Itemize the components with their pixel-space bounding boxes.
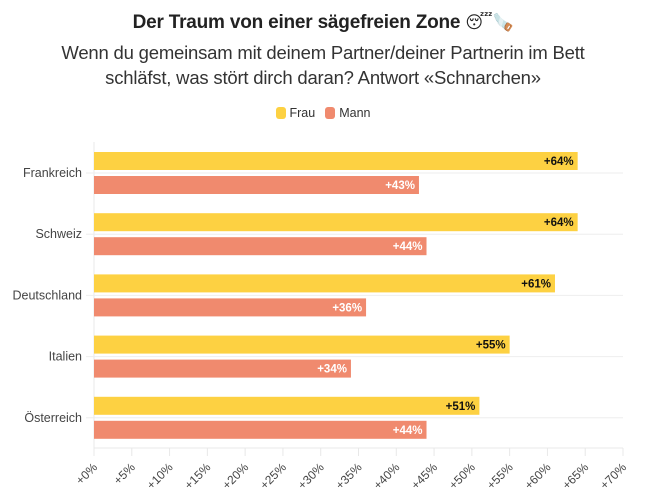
bar-mann	[94, 237, 427, 256]
bar-mann	[94, 420, 427, 439]
x-tick-label: +10%	[144, 460, 176, 492]
x-tick-label: +55%	[484, 460, 516, 492]
x-tick-label: +20%	[219, 460, 251, 492]
chart-title-text: Der Traum von einer sägefreien Zone	[132, 12, 461, 33]
legend-label-mann: Mann	[339, 106, 371, 120]
x-tick-label: +15%	[182, 460, 214, 492]
x-tick-label: +25%	[257, 460, 289, 492]
subtitle-line-2: schläfst, was stört dirch daran? Antwort…	[105, 67, 541, 88]
legend-label-frau: Frau	[289, 106, 316, 120]
subtitle-line-1: Wenn du gemeinsam mit deinem Partner/dei…	[61, 42, 585, 63]
x-tick-label: +40%	[371, 460, 403, 492]
x-tick-label: +70%	[597, 460, 629, 492]
data-label-mann: +34%	[317, 364, 347, 376]
bar-frau	[94, 274, 555, 293]
category-label: Deutschland	[13, 288, 83, 302]
x-tick-label: +60%	[522, 460, 554, 492]
category-label: Schweiz	[35, 227, 82, 241]
sleeping-face-saw-icon: 😴🪚	[465, 13, 514, 32]
x-tick-label: +65%	[559, 460, 591, 492]
x-tick-label: +50%	[446, 460, 478, 492]
bar-mann	[94, 298, 367, 317]
legend-swatch-frau	[275, 107, 286, 119]
x-tick-label: +0%	[73, 460, 100, 487]
bar-frau	[94, 335, 510, 354]
data-label-mann: +44%	[393, 241, 423, 253]
legend-item-frau[interactable]: Frau	[275, 106, 316, 120]
data-label-mann: +43%	[385, 180, 415, 192]
data-label-frau: +51%	[446, 401, 476, 413]
bar-mann	[94, 359, 351, 378]
category-label: Österreich	[24, 411, 82, 425]
bar-frau	[94, 213, 578, 232]
data-label-frau: +55%	[476, 340, 506, 352]
x-tick-label: +45%	[408, 460, 440, 492]
legend-swatch-mann	[325, 107, 336, 119]
legend-item-mann[interactable]: Mann	[325, 106, 370, 120]
data-label-mann: +36%	[332, 302, 362, 314]
x-tick-label: +30%	[295, 460, 327, 492]
chart-subtitle: Wenn du gemeinsam mit deinem Partner/dei…	[0, 40, 646, 90]
x-tick-label: +5%	[111, 460, 138, 487]
legend: Frau Mann	[0, 106, 646, 120]
data-label-frau: +64%	[544, 156, 574, 168]
category-label: Italien	[49, 350, 82, 364]
category-label: Frankreich	[23, 166, 82, 180]
x-tick-label: +35%	[333, 460, 365, 492]
data-label-frau: +61%	[521, 278, 551, 290]
bar-frau	[94, 152, 578, 170]
data-label-mann: +44%	[393, 425, 423, 437]
chart-title: Der Traum von einer sägefreien Zone 😴🪚	[0, 12, 646, 34]
data-label-frau: +64%	[544, 217, 574, 229]
bar-frau	[94, 396, 480, 415]
bar-mann	[94, 176, 419, 194]
